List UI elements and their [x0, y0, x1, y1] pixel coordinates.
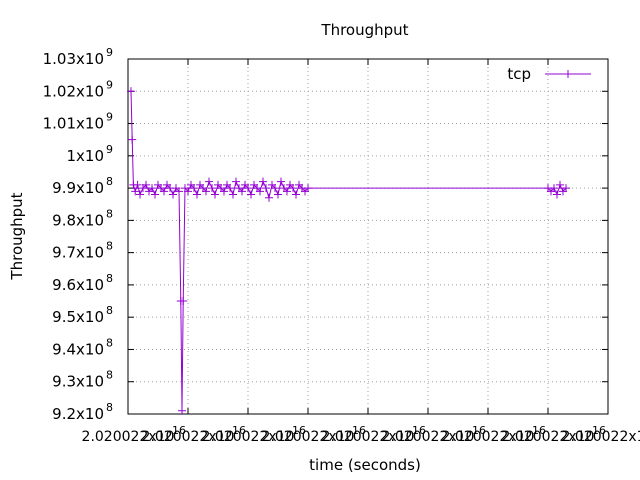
- data-point: [127, 87, 135, 96]
- x-tick-label: 2.020022x10: [322, 429, 415, 445]
- y-tick-label: 9.8x10: [52, 211, 104, 229]
- y-tick-exponent: 9: [106, 143, 113, 156]
- data-point: [550, 184, 558, 193]
- data-point: [131, 187, 140, 196]
- data-point: [277, 177, 285, 186]
- series-line-tcp: [130, 91, 567, 411]
- y-tick-exponent: 8: [106, 369, 113, 382]
- data-point: [271, 184, 279, 193]
- y-tick-label: 1.02x10: [43, 82, 104, 100]
- data-point: [169, 190, 177, 199]
- y-tick-label: 9.4x10: [52, 340, 104, 358]
- y-axis: 9.2x10 89.3x10 89.4x10 89.5x10 89.6x10 89.7x1…: [43, 46, 608, 423]
- data-point: [247, 190, 255, 199]
- data-point: [202, 187, 210, 196]
- data-point: [265, 193, 273, 202]
- x-tick-exponent: 16: [472, 424, 486, 437]
- data-point: [292, 190, 300, 199]
- data-point: [190, 184, 198, 193]
- data-point: [211, 190, 219, 199]
- data-point: [220, 187, 228, 196]
- y-tick-exponent: 9: [106, 46, 113, 59]
- y-tick-label: 1x10: [66, 147, 104, 165]
- data-point: [205, 177, 213, 186]
- legend: tcp: [507, 65, 591, 83]
- y-tick-label: 9.6x10: [52, 276, 104, 294]
- data-point: [184, 187, 192, 196]
- x-axis-label: time (seconds): [309, 456, 421, 474]
- y-tick-label: 9.5x10: [52, 308, 104, 326]
- series-tcp: [127, 87, 570, 415]
- data-point: [289, 184, 297, 193]
- data-point: [193, 190, 201, 199]
- plot-frame: [127, 58, 609, 415]
- data-point: [142, 180, 150, 189]
- data-point: [226, 184, 234, 193]
- y-tick-exponent: 8: [106, 207, 113, 220]
- x-tick-exponent: 16: [412, 424, 426, 437]
- chart-title: Throughput: [320, 21, 408, 39]
- x-tick-label: 2.020022x10: [442, 429, 535, 445]
- data-point: [175, 187, 183, 196]
- data-point: [136, 190, 144, 199]
- y-tick-exponent: 8: [106, 240, 113, 253]
- y-axis-label: Throughput: [8, 192, 26, 280]
- y-tick-label: 9.7x10: [52, 244, 104, 262]
- data-point: [128, 135, 137, 144]
- data-point: [274, 190, 282, 199]
- y-tick-label: 1.01x10: [43, 115, 104, 133]
- x-tick-label: 2.020022x10: [82, 429, 175, 445]
- y-tick-label: 9.9x10: [52, 179, 104, 197]
- x-tick-label: 2.020022x10: [202, 429, 295, 445]
- y-tick-exponent: 9: [106, 78, 113, 91]
- data-point: [562, 184, 570, 193]
- y-tick-exponent: 9: [106, 111, 113, 124]
- x-tick-exponent: 16: [532, 424, 546, 437]
- x-tick-exponent: 16: [232, 424, 246, 437]
- data-point: [556, 180, 564, 189]
- x-tick-label: 2.020022x10: [382, 429, 475, 445]
- x-tick-exponent: 16: [352, 424, 366, 437]
- data-point: [259, 177, 267, 186]
- x-tick-exponent: 16: [292, 424, 306, 437]
- grid: [128, 59, 608, 414]
- y-tick-exponent: 8: [106, 304, 113, 317]
- x-tick-label: 2.020022x10: [142, 429, 235, 445]
- data-point: [553, 190, 561, 199]
- x-tick-label: 2.020022x10: [502, 429, 595, 445]
- x-tick-label: 2.020022x10: [262, 429, 355, 445]
- y-tick-exponent: 8: [106, 272, 113, 285]
- y-tick-label: 9.2x10: [52, 405, 104, 423]
- x-tick-exponent: 16: [172, 424, 186, 437]
- data-point: [244, 184, 252, 193]
- data-point: [262, 184, 270, 193]
- data-point: [151, 190, 159, 199]
- data-point: [178, 406, 186, 415]
- data-point: [179, 297, 188, 306]
- legend-label-tcp: tcp: [507, 65, 531, 83]
- data-point: [283, 187, 291, 196]
- y-tick-exponent: 8: [106, 401, 113, 414]
- data-point: [238, 187, 246, 196]
- data-point: [160, 187, 168, 196]
- x-axis: 2.020022x10162.020022x10162.020022x10162…: [82, 59, 640, 445]
- data-point: [148, 184, 156, 193]
- y-tick-label: 9.3x10: [52, 373, 104, 391]
- data-point: [208, 184, 216, 193]
- data-point: [133, 180, 142, 189]
- x-tick-exponent: 16: [592, 424, 606, 437]
- data-point: [256, 187, 264, 196]
- y-tick-exponent: 8: [106, 336, 113, 349]
- data-point: [229, 190, 237, 199]
- data-point: [304, 184, 312, 193]
- data-point: [232, 177, 240, 186]
- x-tick-label: 2.020022x10: [562, 429, 640, 445]
- y-tick-exponent: 8: [106, 175, 113, 188]
- y-tick-label: 1.03x10: [43, 50, 104, 68]
